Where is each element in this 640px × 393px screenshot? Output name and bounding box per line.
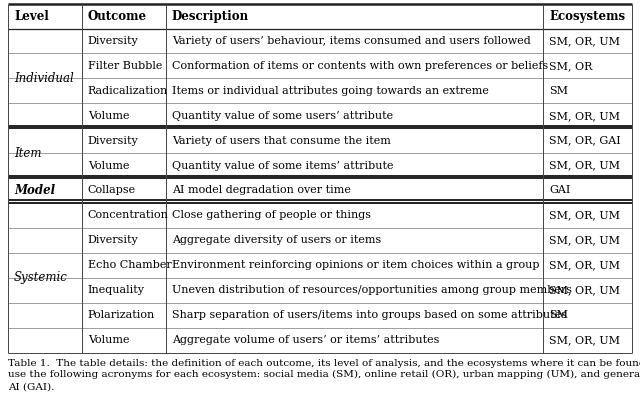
Text: SM, OR, UM: SM, OR, UM bbox=[549, 161, 620, 171]
Text: Variety of users that consume the item: Variety of users that consume the item bbox=[172, 136, 391, 146]
Text: Close gathering of people or things: Close gathering of people or things bbox=[172, 210, 371, 220]
Text: GAI: GAI bbox=[549, 185, 571, 195]
Text: Systemic: Systemic bbox=[14, 271, 68, 284]
Text: SM, OR, UM: SM, OR, UM bbox=[549, 36, 620, 46]
Text: Sharp separation of users/items into groups based on some attributes: Sharp separation of users/items into gro… bbox=[172, 310, 567, 320]
Text: Collapse: Collapse bbox=[88, 185, 136, 195]
Text: Items or individual attributes going towards an extreme: Items or individual attributes going tow… bbox=[172, 86, 489, 96]
Text: Volume: Volume bbox=[88, 111, 129, 121]
Text: Volume: Volume bbox=[88, 161, 129, 171]
Text: Conformation of items or contents with own preferences or beliefs: Conformation of items or contents with o… bbox=[172, 61, 548, 71]
Text: Diversity: Diversity bbox=[88, 235, 138, 245]
Text: Description: Description bbox=[172, 10, 249, 23]
Text: Table 1.  The table details: the definition of each outcome, its level of analys: Table 1. The table details: the definiti… bbox=[8, 358, 640, 391]
Text: SM, OR: SM, OR bbox=[549, 61, 593, 71]
Text: Aggregate volume of users’ or items’ attributes: Aggregate volume of users’ or items’ att… bbox=[172, 335, 439, 345]
Text: Quantity value of some items’ attribute: Quantity value of some items’ attribute bbox=[172, 161, 394, 171]
Text: Level: Level bbox=[14, 10, 49, 23]
Text: Environment reinforcing opinions or item choices within a group: Environment reinforcing opinions or item… bbox=[172, 260, 540, 270]
Text: Radicalization: Radicalization bbox=[88, 86, 168, 96]
Text: SM, OR, UM: SM, OR, UM bbox=[549, 235, 620, 245]
Text: Inequality: Inequality bbox=[88, 285, 145, 295]
Text: Volume: Volume bbox=[88, 335, 129, 345]
Text: Diversity: Diversity bbox=[88, 136, 138, 146]
Text: AI model degradation over time: AI model degradation over time bbox=[172, 185, 351, 195]
Text: SM, OR, GAI: SM, OR, GAI bbox=[549, 136, 621, 146]
Text: Ecosystems: Ecosystems bbox=[549, 10, 625, 23]
Text: Variety of users’ behaviour, items consumed and users followed: Variety of users’ behaviour, items consu… bbox=[172, 36, 531, 46]
Text: SM: SM bbox=[549, 310, 568, 320]
Text: Echo Chamber: Echo Chamber bbox=[88, 260, 172, 270]
Text: SM: SM bbox=[549, 86, 568, 96]
Text: Concentration: Concentration bbox=[88, 210, 168, 220]
Text: Model: Model bbox=[14, 184, 55, 197]
Text: Outcome: Outcome bbox=[88, 10, 147, 23]
Text: Uneven distribution of resources/opportunities among group members: Uneven distribution of resources/opportu… bbox=[172, 285, 572, 295]
Text: Individual: Individual bbox=[14, 72, 74, 85]
Text: Quantity value of some users’ attribute: Quantity value of some users’ attribute bbox=[172, 111, 393, 121]
Text: Item: Item bbox=[14, 147, 42, 160]
Text: Diversity: Diversity bbox=[88, 36, 138, 46]
Text: SM, OR, UM: SM, OR, UM bbox=[549, 335, 620, 345]
Text: SM, OR, UM: SM, OR, UM bbox=[549, 260, 620, 270]
Text: SM, OR, UM: SM, OR, UM bbox=[549, 285, 620, 295]
Text: Aggregate diversity of users or items: Aggregate diversity of users or items bbox=[172, 235, 381, 245]
Text: Polarization: Polarization bbox=[88, 310, 155, 320]
Text: SM, OR, UM: SM, OR, UM bbox=[549, 210, 620, 220]
Text: SM, OR, UM: SM, OR, UM bbox=[549, 111, 620, 121]
Text: Filter Bubble: Filter Bubble bbox=[88, 61, 162, 71]
